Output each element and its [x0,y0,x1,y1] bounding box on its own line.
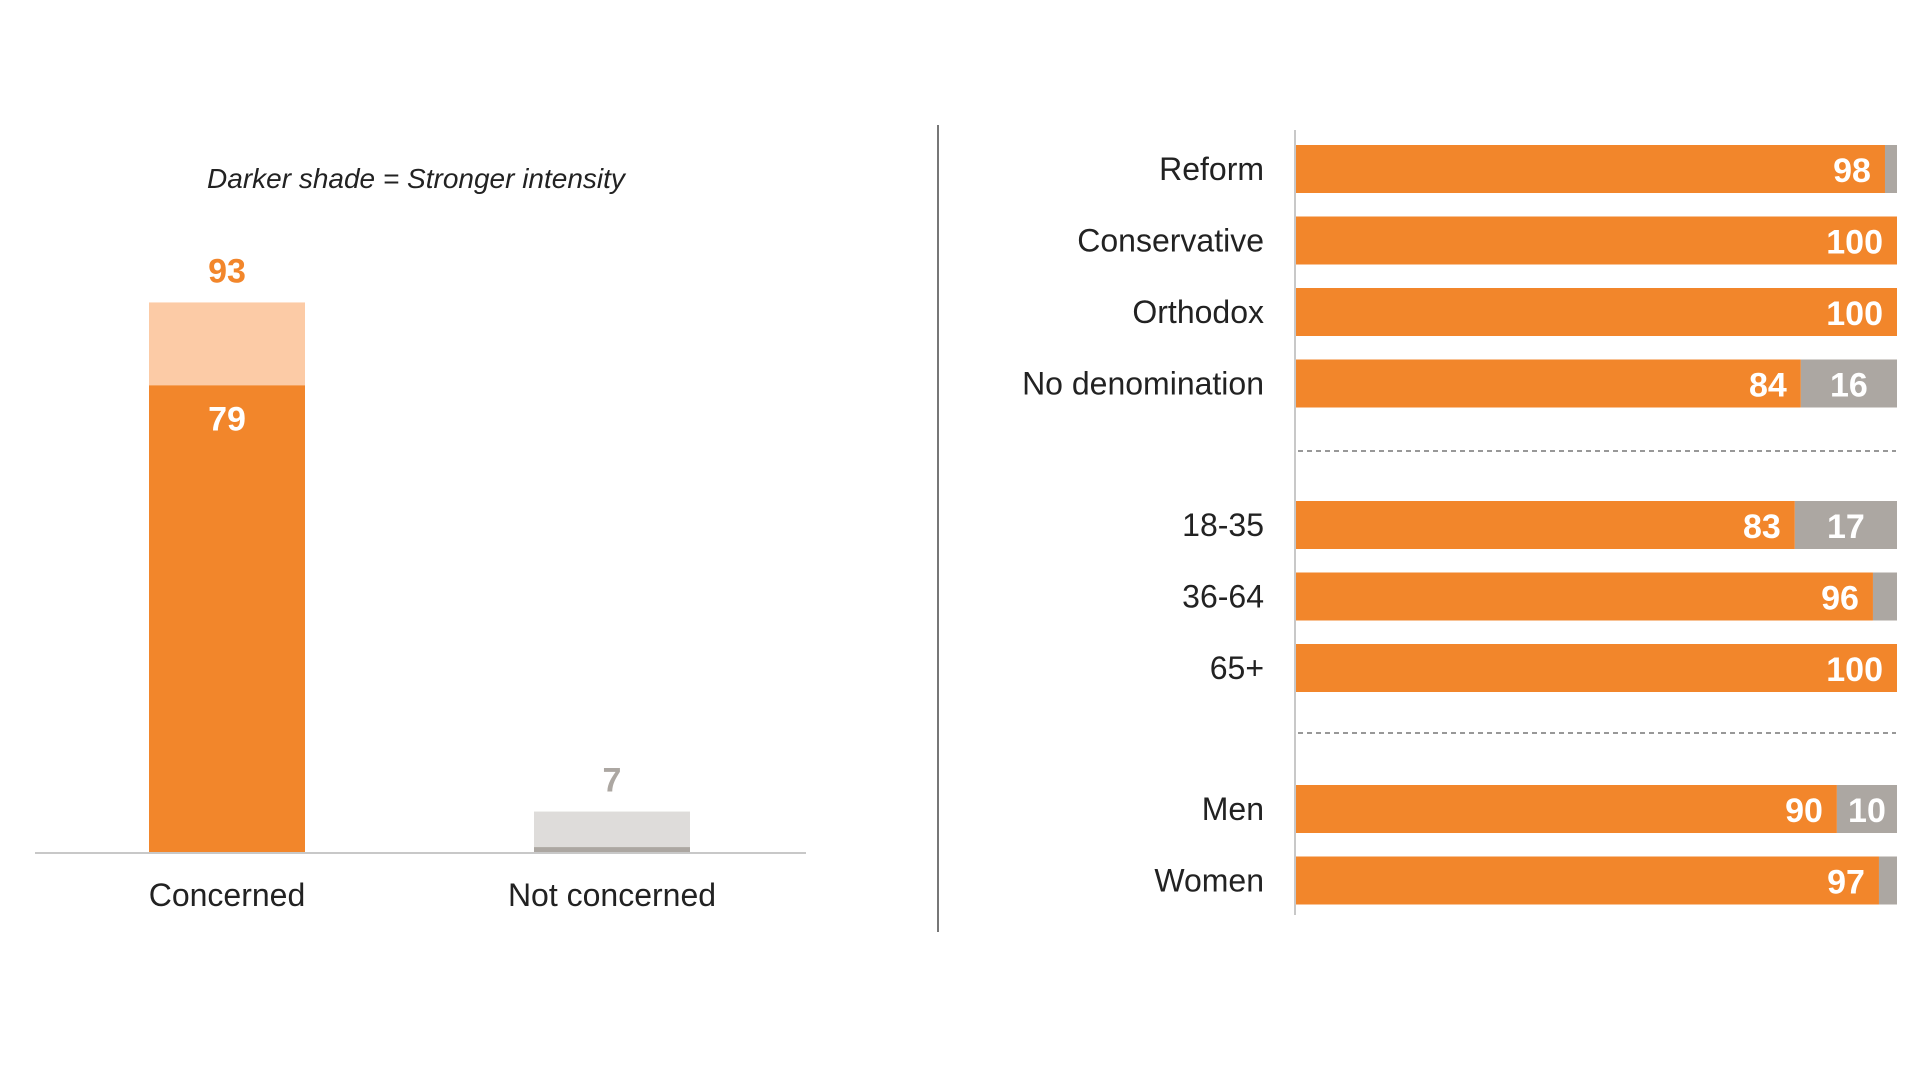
bar-18-35-not-concerned [1794,501,1897,549]
value-label-men-not-concerned: 10 [1848,792,1886,830]
value-label-conservative-concerned: 100 [1826,224,1883,262]
row-label-women: Women [1154,863,1264,899]
bar-men-concerned [1296,785,1837,833]
bar-men-not-concerned [1836,785,1897,833]
bar-concerned-stronger [149,385,305,853]
value-label-no-denomination-not-concerned: 16 [1830,367,1868,405]
value-label-no-denomination-concerned: 84 [1749,367,1787,405]
row-label-reform: Reform [1159,151,1264,187]
value-label-65--concerned: 100 [1826,651,1883,689]
row-label-65-: 65+ [1210,650,1264,686]
row-label-18-35: 18-35 [1182,507,1264,543]
bar-36-64-not-concerned [1872,572,1897,621]
inner-label-concerned: 79 [208,400,246,438]
bar-not-concerned-stronger [534,847,690,853]
bar-18-35-concerned [1296,501,1795,549]
row-label-orthodox: Orthodox [1132,294,1264,330]
value-label-men-concerned: 90 [1785,792,1823,830]
bar-women-not-concerned [1878,856,1897,905]
total-label-not-concerned: 7 [603,762,622,800]
left-labels-group: 93 79 Concerned 7 Not concerned [149,252,716,913]
bar-no-denomination-not-concerned [1800,359,1897,408]
bar-not-concerned-weaker [534,811,690,848]
intensity-annotation: Darker shade = Stronger intensity [207,163,627,194]
left-bars-group [149,302,690,853]
value-label-36-64-concerned: 96 [1821,580,1859,618]
left-column-chart: Darker shade = Stronger intensity 93 79 Co… [35,163,806,913]
value-label-women-concerned: 97 [1827,864,1865,902]
right-rows-group: Reform 98 Conservative 100 Orthodox 100 No den… [1022,145,1897,905]
row-label-36-64: 36-64 [1182,579,1264,615]
bar-36-64-concerned [1296,572,1873,621]
category-label-not-concerned: Not concerned [508,877,716,913]
bar-women-concerned [1296,856,1879,905]
row-label-conservative: Conservative [1077,223,1264,259]
value-label-reform-concerned: 98 [1833,152,1871,190]
bar-reform-not-concerned [1884,145,1897,193]
bar-reform-concerned [1296,145,1885,193]
right-stacked-bar-chart: Reform 98 Conservative 100 Orthodox 100 No den… [1022,130,1897,915]
value-label-orthodox-concerned: 100 [1826,295,1883,333]
row-label-no-denomination: No denomination [1022,366,1264,402]
bar-no-denomination-concerned [1296,359,1801,408]
bar-conservative-concerned [1296,216,1897,265]
value-label-18-35-not-concerned: 17 [1827,508,1865,546]
bar-orthodox-concerned [1296,288,1897,336]
total-label-concerned: 93 [208,252,246,290]
value-label-18-35-concerned: 83 [1743,508,1781,546]
row-label-men: Men [1202,791,1264,827]
bar-concerned-weaker [149,302,305,386]
bar-65--concerned [1296,644,1897,692]
category-label-concerned: Concerned [149,877,306,913]
